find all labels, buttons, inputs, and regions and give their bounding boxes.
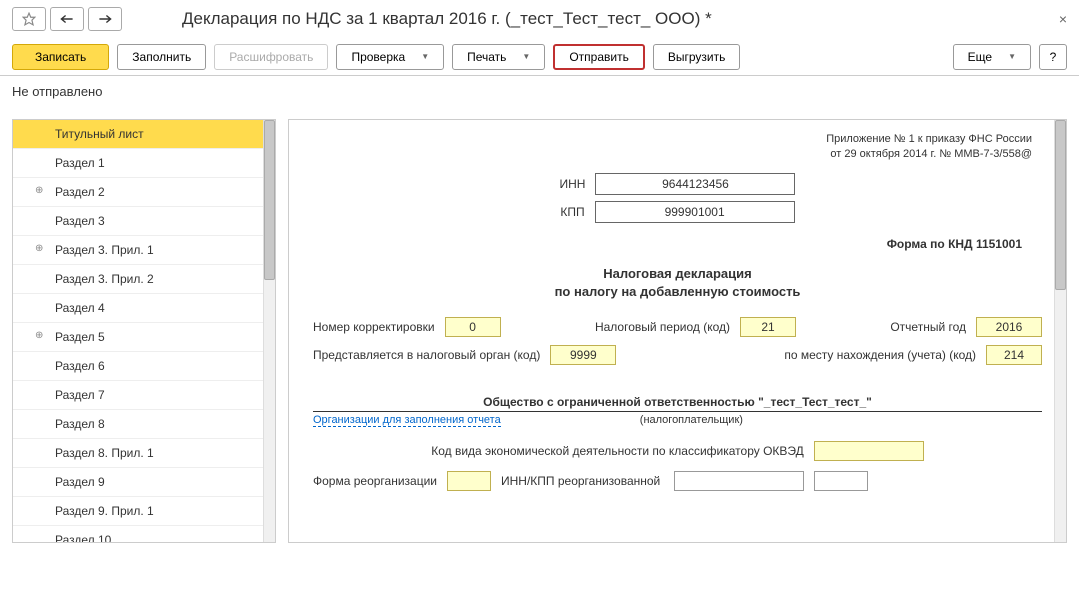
inn-field[interactable]: 9644123456 [595,173,795,195]
submit-field[interactable]: 9999 [550,345,616,365]
sidebar-item-label: Раздел 8. Прил. 1 [55,446,154,460]
sidebar-item[interactable]: Раздел 8 [13,410,275,439]
expand-icon[interactable]: ⊕ [35,243,43,254]
chevron-down-icon: ▼ [1008,52,1016,61]
sidebar-item[interactable]: Раздел 3. Прил. 2 [13,265,275,294]
correction-field[interactable]: 0 [445,317,501,337]
sidebar-item[interactable]: ⊕ Раздел 5 [13,323,275,352]
kpp-row: КПП 999901001 [313,201,1042,223]
sidebar-item-label: Раздел 6 [55,359,105,373]
check-label: Проверка [351,50,405,64]
submit-row: Представляется в налоговый орган (код) 9… [313,345,1042,365]
year-label: Отчетный год [890,320,966,334]
decrypt-button: Расшифровать [214,44,328,70]
submit-label: Представляется в налоговый орган (код) [313,348,540,362]
sidebar-item-label: Раздел 3. Прил. 1 [55,243,154,257]
forward-button[interactable] [88,7,122,31]
arrow-left-icon [60,14,74,24]
favorite-button[interactable] [12,7,46,31]
toolbar: Записать Заполнить Расшифровать Проверка… [0,38,1079,76]
reorg-inn-field[interactable] [674,471,804,491]
sidebar-item-label: Раздел 9 [55,475,105,489]
close-icon[interactable]: × [1059,11,1067,27]
sidebar-item-label: Раздел 8 [55,417,105,431]
star-icon [22,12,36,26]
correction-row: Номер корректировки 0 Налоговый период (… [313,317,1042,337]
year-field[interactable]: 2016 [976,317,1042,337]
okved-label: Код вида экономической деятельности по к… [431,444,804,458]
sidebar-item[interactable]: ⊕ Раздел 3. Прил. 1 [13,236,275,265]
sidebar-item[interactable]: Раздел 6 [13,352,275,381]
okved-row: Код вида экономической деятельности по к… [313,441,1042,461]
write-button[interactable]: Записать [12,44,109,70]
expand-icon[interactable]: ⊕ [35,185,43,196]
reorg-row: Форма реорганизации ИНН/КПП реорганизова… [313,471,1042,491]
knd-code: Форма по КНД 1151001 [313,237,1022,251]
content: Титульный лист Раздел 1 ⊕ Раздел 2 Раздел 3 ⊕… [0,107,1079,555]
sidebar-item[interactable]: Раздел 7 [13,381,275,410]
place-field[interactable]: 214 [986,345,1042,365]
sidebar-item[interactable]: Раздел 3 [13,207,275,236]
sidebar-item[interactable]: Раздел 4 [13,294,275,323]
sidebar-item[interactable]: Раздел 10 [13,526,275,542]
sidebar-item[interactable]: Раздел 9. Прил. 1 [13,497,275,526]
print-label: Печать [467,50,506,64]
sidebar-item-label: Раздел 4 [55,301,105,315]
back-button[interactable] [50,7,84,31]
sidebar-item-label: Раздел 3. Прил. 2 [55,272,154,286]
sidebar-item[interactable]: ⊕ Раздел 2 [13,178,275,207]
status-bar: Не отправлено [0,76,1079,107]
organization-name: Общество с ограниченной ответственностью… [313,395,1042,412]
reorg-kpp-field[interactable] [814,471,868,491]
correction-label: Номер корректировки [313,320,435,334]
kpp-field[interactable]: 999901001 [595,201,795,223]
appendix-note: Приложение № 1 к приказу ФНС России от 2… [313,132,1042,163]
more-button[interactable]: Еще ▼ [953,44,1031,70]
print-button[interactable]: Печать ▼ [452,44,545,70]
organization-block: Общество с ограниченной ответственностью… [313,395,1042,427]
chevron-down-icon: ▼ [522,52,530,61]
chevron-down-icon: ▼ [421,52,429,61]
sidebar-item-label: Раздел 10 [55,533,111,542]
help-button[interactable]: ? [1039,44,1067,70]
sidebar-item[interactable]: Раздел 9 [13,468,275,497]
form-scrollbar[interactable] [1054,120,1066,542]
sidebar-item-label: Раздел 3 [55,214,105,228]
arrow-right-icon [98,14,112,24]
sidebar-item[interactable]: Раздел 1 [13,149,275,178]
fill-button[interactable]: Заполнить [117,44,206,70]
sidebar-item-label: Раздел 2 [55,185,105,199]
send-button[interactable]: Отправить [553,44,645,70]
period-label: Налоговый период (код) [595,320,730,334]
nav-buttons [12,7,122,31]
form-panel: Приложение № 1 к приказу ФНС России от 2… [288,119,1067,543]
inn-row: ИНН 9644123456 [313,173,1042,195]
sidebar-item[interactable]: Титульный лист [13,120,275,149]
form-title: Налоговая декларация по налогу на добавл… [313,265,1042,301]
period-field[interactable]: 21 [740,317,796,337]
inn-label: ИНН [560,177,586,191]
export-button[interactable]: Выгрузить [653,44,741,70]
kpp-label: КПП [560,205,584,219]
place-label: по месту нахождения (учета) (код) [784,348,976,362]
sidebar-item[interactable]: Раздел 8. Прил. 1 [13,439,275,468]
org-fill-link[interactable]: Организации для заполнения отчета [313,414,501,427]
org-subtitle: (налогоплательщик) [501,414,882,426]
sidebar-item-label: Раздел 1 [55,156,105,170]
sidebar-item-label: Титульный лист [55,127,144,141]
reorg-label: Форма реорганизации [313,474,437,488]
sidebar-item-label: Раздел 7 [55,388,105,402]
sidebar-scrollbar[interactable] [263,120,275,542]
okved-field[interactable] [814,441,924,461]
header: Декларация по НДС за 1 квартал 2016 г. (… [0,0,1079,38]
page-title: Декларация по НДС за 1 квартал 2016 г. (… [182,9,712,29]
check-button[interactable]: Проверка ▼ [336,44,444,70]
sidebar: Титульный лист Раздел 1 ⊕ Раздел 2 Раздел 3 ⊕… [12,119,276,543]
reorg-inn-label: ИНН/КПП реорганизованной [501,474,660,488]
expand-icon[interactable]: ⊕ [35,330,43,341]
sidebar-item-label: Раздел 5 [55,330,105,344]
sidebar-item-label: Раздел 9. Прил. 1 [55,504,154,518]
more-label: Еще [968,50,992,64]
reorg-form-field[interactable] [447,471,491,491]
